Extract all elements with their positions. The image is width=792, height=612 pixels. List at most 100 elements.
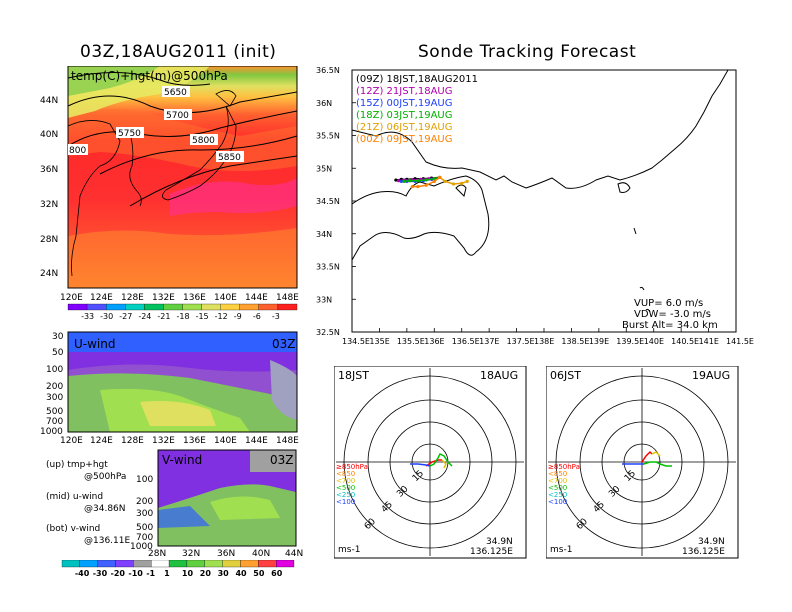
map500-colorbar-swatch <box>86 303 107 311</box>
map500-colorbar-label: -6 <box>253 312 261 321</box>
coastline-kii-shikoku <box>351 175 490 261</box>
track-lon-tick: 136E <box>424 337 444 346</box>
uwind-lon-128E: 128E <box>121 436 144 445</box>
track-series-point <box>424 183 428 187</box>
track-lat-tick: 36.5N <box>316 66 340 75</box>
contour-label-800: 800 <box>69 146 86 156</box>
uwind-p-500: 500 <box>46 407 63 417</box>
vwind-colorbar-label: 50 <box>253 569 265 578</box>
map500-colorbar-label: -24 <box>138 312 151 321</box>
map500-colorbar-label: -3 <box>272 312 280 321</box>
vwind-colorbar-label: 20 <box>200 569 212 578</box>
polar-ring-label: 30 <box>607 484 622 499</box>
polar-left-track-red <box>425 459 442 467</box>
polar-level-label: <700 <box>548 477 567 485</box>
uwind-frame <box>67 331 298 433</box>
track-series-point <box>443 179 447 183</box>
map500-colorbar-label: -33 <box>81 312 94 321</box>
vwind-colorbar-label: 60 <box>271 569 283 578</box>
vwind-panel: V-wind 03Z 100 200 300 500 700 1000 28N … <box>130 449 303 559</box>
track-lat-tick: 34N <box>316 230 332 239</box>
track-lon-tick: 139E <box>589 337 609 346</box>
polar-right-lon: 136.125E <box>682 547 725 557</box>
track-legend-2: (15Z) 00JST,19AUG <box>356 98 453 109</box>
vwind-colorbar: -40 -30 -20 -10 -1 1 10 20 30 40 50 60 <box>61 560 295 578</box>
vwind-colorbar-label: -10 <box>128 569 143 578</box>
track-legend-5: (00Z) 09JST,19AUG <box>356 134 453 145</box>
map500-frame <box>67 66 298 289</box>
track-series-point <box>416 179 420 183</box>
vwind-colorbar-swatch <box>168 560 188 568</box>
uwind-lon-140E: 140E <box>214 436 237 445</box>
vwind-colorbar-label: 30 <box>218 569 230 578</box>
track-series-point <box>410 184 414 189</box>
burst-text: Burst Alt= 34.0 km <box>622 320 718 331</box>
polar-right-units: ms-1 <box>550 545 572 555</box>
track-lon-tick: 140.5E <box>671 337 699 346</box>
vwind-p-100: 100 <box>136 475 153 485</box>
vdw-text: VDW= -3.0 m/s <box>634 309 711 320</box>
vwind-colorbar-swatch <box>258 560 277 568</box>
lat-tick-32N: 32N <box>40 200 58 210</box>
polar-level-label: <700 <box>336 477 355 485</box>
map500-colorbar-swatch <box>220 303 240 311</box>
map500-colorbar-label: -15 <box>196 312 209 321</box>
polar-right-track-red <box>641 450 653 463</box>
uwind-panel: U-wind 03Z 30 50 100 200 300 500 700 100… <box>40 331 299 445</box>
vwind-lat-44N: 44N <box>285 549 303 559</box>
track-map-panel: 36.5N 36N 35.5N 35N 34.5N 34N 33.5N 33N 32.5N134… <box>316 66 754 346</box>
track-series-point <box>438 175 442 180</box>
right-title: Sonde Tracking Forecast <box>418 42 637 62</box>
note-up-bottom: @500hPa <box>84 472 127 482</box>
vwind-frame <box>157 449 297 547</box>
map500-panel: 5650 5700 5750 5800 5850 800 temp(C)+hgt… <box>40 66 299 321</box>
polar-right-track-yellow <box>651 451 661 457</box>
track-series-point <box>399 179 403 183</box>
track-series-point <box>397 179 401 183</box>
map500-colorbar-swatch <box>277 303 298 311</box>
lon-tick-124E: 124E <box>90 293 113 303</box>
map500-colorbar-swatch <box>201 303 221 311</box>
track-series-point <box>460 181 464 185</box>
note-bot-bottom: @136.11E <box>84 536 131 546</box>
polar-level-label: <100 <box>336 498 355 506</box>
polar-left-lat: 34.9N <box>486 537 513 547</box>
uwind-p-700: 700 <box>46 417 63 427</box>
vwind-p-200: 200 <box>136 497 153 507</box>
lat-tick-28N: 28N <box>40 235 58 245</box>
track-lon-tick: 135E <box>369 337 389 346</box>
uwind-p-300: 300 <box>46 393 63 403</box>
vup-text: VUP= 6.0 m/s <box>634 298 703 309</box>
polar-right-levels: ≥850hPa<850<700<500<250<100 <box>548 463 580 506</box>
map500-colorbar: -33 -30 -27 -24 -21 -18 -15 -12 -9 -6 -3 <box>67 303 298 321</box>
polar-level-label: ≥850hPa <box>548 463 580 471</box>
track-lat-tick: 35.5N <box>316 132 340 141</box>
map500-south-band <box>68 228 297 288</box>
polar-level-label: <250 <box>336 491 355 499</box>
vwind-colorbar-label: -1 <box>146 569 155 578</box>
track-series-point <box>432 177 436 181</box>
lat-tick-40N: 40N <box>40 130 58 140</box>
vwind-p-1000: 1000 <box>130 542 153 552</box>
coastline-korea <box>127 127 142 207</box>
contour-5750 <box>67 110 298 147</box>
vwind-colorbar-swatch <box>115 560 134 568</box>
coastline-hokkaido <box>215 90 237 107</box>
map500-colorbar-swatch <box>106 303 126 311</box>
left-title: 03Z,18AUG2011 (init) <box>80 42 277 62</box>
uwind-lon-136E: 136E <box>183 436 206 445</box>
polar-level-label: ≥850hPa <box>336 463 368 471</box>
map500-colorbar-label: -18 <box>177 312 190 321</box>
contour-5800 <box>99 135 298 175</box>
lon-tick-140E: 140E <box>214 293 237 303</box>
track-lat-tick: 36N <box>316 99 332 108</box>
polar-left-units: ms-1 <box>338 545 360 555</box>
coastline-china <box>67 120 121 277</box>
lon-tick-144E: 144E <box>245 293 268 303</box>
lat-tick-44N: 44N <box>40 96 58 106</box>
vwind-p-700: 700 <box>136 533 153 543</box>
vwind-colorbar-label: 10 <box>182 569 194 578</box>
coastline-honshu <box>351 69 729 189</box>
vwind-colorbar-label: -30 <box>93 569 108 578</box>
